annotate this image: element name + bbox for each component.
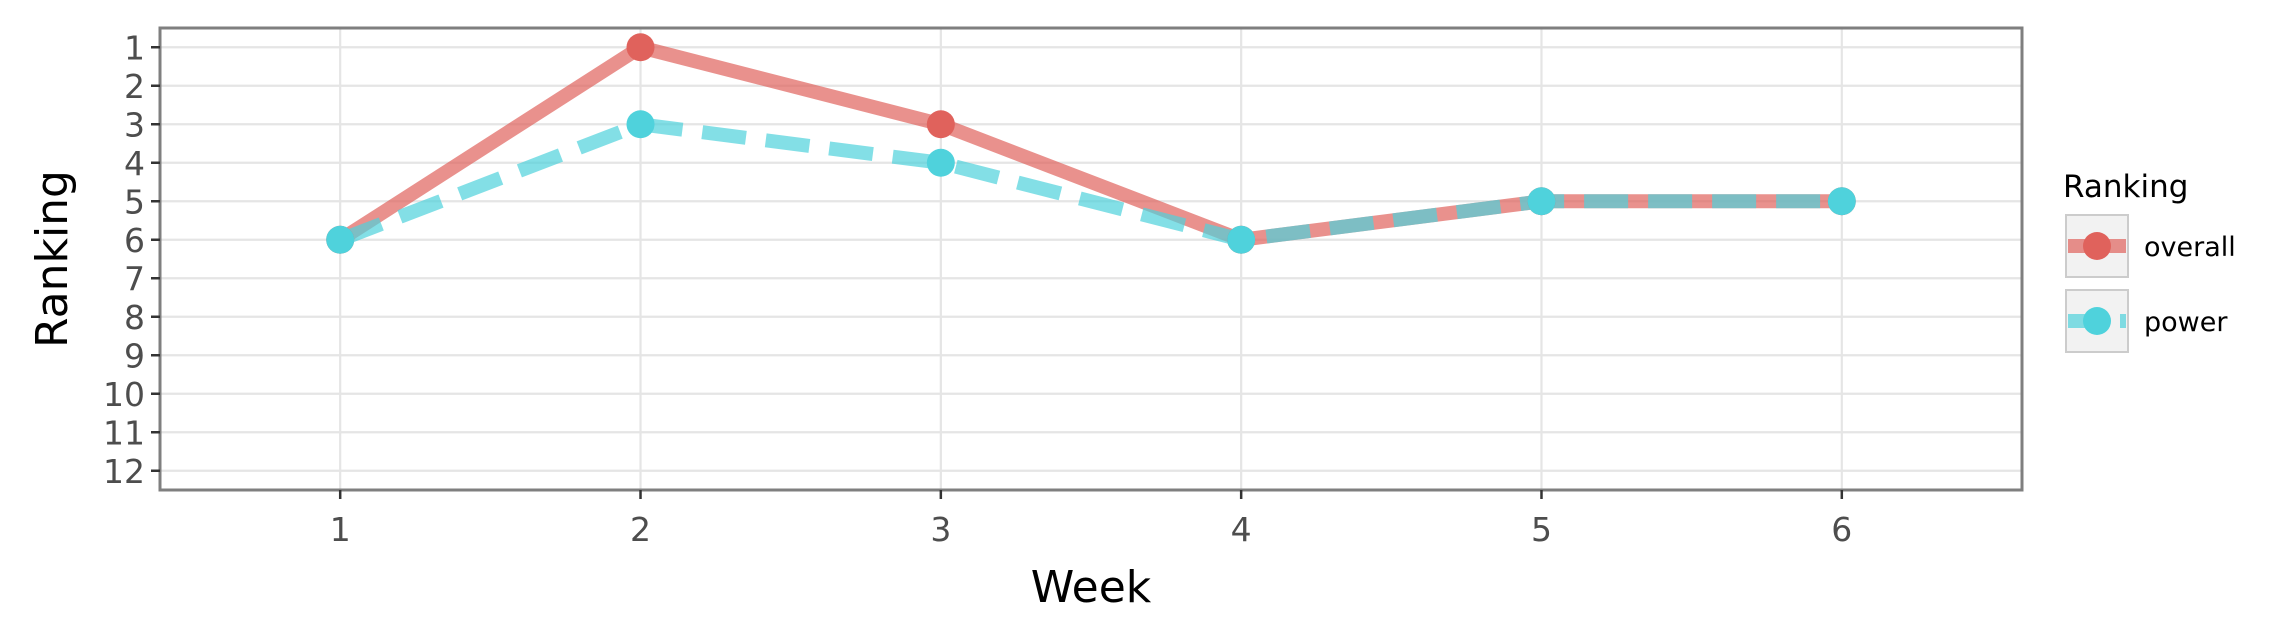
y-tick-label: 6 bbox=[124, 221, 145, 260]
data-point-power bbox=[1227, 225, 1256, 254]
y-tick-label: 3 bbox=[124, 105, 145, 144]
data-point-overall bbox=[926, 110, 955, 139]
plot-panel bbox=[160, 28, 2022, 490]
legend-title: Ranking bbox=[2063, 169, 2188, 205]
data-point-power bbox=[1527, 187, 1556, 216]
y-tick-label: 2 bbox=[124, 67, 145, 106]
data-point-overall bbox=[626, 33, 655, 62]
legend-marker-power bbox=[2083, 307, 2111, 335]
x-tick-label: 5 bbox=[1531, 510, 1552, 549]
data-point-power bbox=[626, 110, 655, 139]
y-tick-label: 11 bbox=[103, 413, 145, 452]
plot-panel-border bbox=[158, 26, 2024, 492]
y-tick-label: 4 bbox=[124, 144, 145, 183]
x-tick-label: 6 bbox=[1831, 510, 1852, 549]
legend-label-overall: overall bbox=[2144, 232, 2236, 263]
y-tick-label: 8 bbox=[124, 298, 145, 337]
grid-lines bbox=[160, 28, 2022, 490]
data-point-power bbox=[1827, 187, 1856, 216]
legend-marker-overall bbox=[2083, 232, 2111, 260]
x-tick-label: 4 bbox=[1231, 510, 1252, 549]
series-line-power bbox=[337, 117, 1842, 247]
y-tick-label: 7 bbox=[124, 259, 145, 298]
y-tick-label: 9 bbox=[124, 336, 145, 375]
y-tick-label: 12 bbox=[103, 452, 145, 491]
series-lines bbox=[336, 40, 1842, 247]
data-point-power bbox=[926, 148, 955, 177]
y-tick-label: 5 bbox=[124, 182, 145, 221]
x-axis-title: Week bbox=[1031, 562, 1152, 613]
y-tick-label: 10 bbox=[103, 375, 145, 414]
y-axis-title: Ranking bbox=[27, 170, 78, 348]
data-point-power bbox=[326, 225, 355, 254]
series-points bbox=[326, 33, 1856, 254]
legend: Ranking overall power bbox=[2063, 169, 2236, 353]
x-tick-label: 3 bbox=[930, 510, 951, 549]
legend-label-power: power bbox=[2144, 307, 2228, 338]
x-tick-label: 2 bbox=[630, 510, 651, 549]
x-tick-label: 1 bbox=[330, 510, 351, 549]
y-tick-label: 1 bbox=[124, 28, 145, 67]
